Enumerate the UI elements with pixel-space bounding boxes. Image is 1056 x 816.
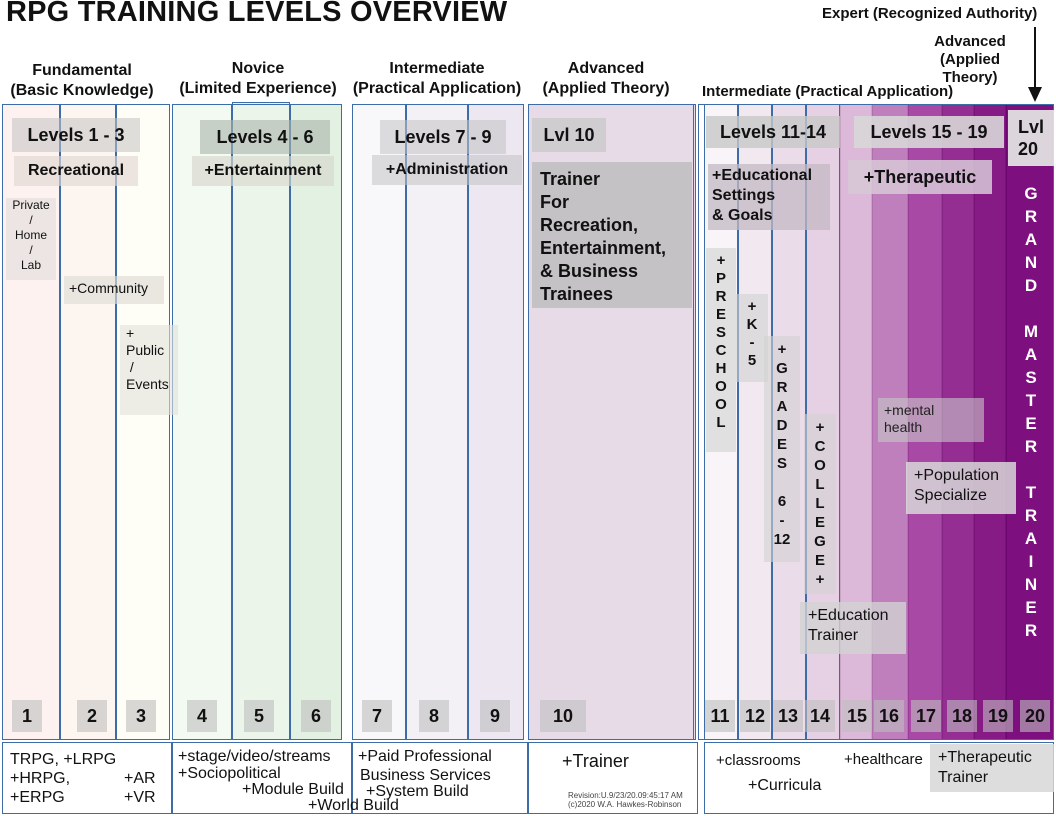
level-number-3: 3 — [126, 700, 156, 732]
copyright-text: (c)2020 W.A. Hawkes-Robinson — [568, 800, 682, 809]
col-level-3 — [116, 104, 170, 740]
level-number-9: 9 — [480, 700, 510, 732]
bottom-text-paid-professional: +Paid Professional — [358, 748, 492, 765]
col-level-8 — [406, 104, 468, 740]
level-number-13: 13 — [773, 700, 803, 732]
group-expert — [698, 104, 1054, 740]
page-title: RPG TRAINING LEVELS OVERVIEW — [6, 0, 508, 28]
bottom-text-business-services: Business Services — [360, 767, 491, 784]
bottom-text-classrooms: +classrooms — [716, 752, 801, 769]
note-mental-health: +mental health — [878, 398, 984, 442]
advanced-top-label: Advanced (Applied Theory) — [934, 33, 1006, 86]
bottom-text-erpg: +ERPG — [10, 789, 65, 806]
level-number-4: 4 — [187, 700, 217, 732]
level-number-16: 16 — [874, 700, 904, 732]
subtag-recreational: Recreational — [14, 156, 138, 186]
level-number-20: 20 — [1020, 700, 1050, 732]
group-advanced-10 — [528, 104, 694, 740]
subtag-educational: +Educational Settings & Goals — [708, 164, 830, 230]
note-grades-6-12: + G R A D E S 6 - 12 — [764, 336, 800, 562]
bottom-text-ar: +AR — [124, 770, 156, 787]
bottom-text-hrpg: +HRPG, — [10, 770, 71, 787]
level-number-5: 5 — [244, 700, 274, 732]
subtag-administration: +Administration — [372, 155, 522, 185]
level-number-2: 2 — [77, 700, 107, 732]
header-novice: Novice (Limited Experience) — [179, 60, 337, 97]
note-private-home-lab: Private / Home / Lab — [6, 198, 56, 280]
bottom-text-system-build: +System Build — [366, 783, 469, 800]
note-college: + C O L L E G E + — [804, 414, 836, 594]
note-education-trainer: +Education Trainer — [800, 602, 906, 654]
bottom-box-advanced — [528, 742, 698, 814]
bottom-text-trpg: TRPG, +LRPG — [10, 751, 117, 768]
level-number-14: 14 — [805, 700, 835, 732]
tag-levels-4-6: Levels 4 - 6 — [200, 120, 330, 154]
bottom-box-fundamental — [2, 742, 172, 814]
tag-levels-11-14: Levels 11-14 — [706, 116, 840, 148]
header-advanced: Advanced (Applied Theory) — [542, 60, 670, 97]
bottom-box-intermediate — [352, 742, 528, 814]
tag-lvl-20: Lvl 20 — [1008, 110, 1054, 166]
bottom-text-therapeutic-trainer: +Therapeutic Trainer — [930, 744, 1054, 792]
header-fundamental: Fundamental (Basic Knowledge) — [10, 62, 154, 99]
level-number-8: 8 — [419, 700, 449, 732]
tag-levels-1-3: Levels 1 - 3 — [12, 118, 140, 152]
header-intermediate: Intermediate (Practical Application) — [352, 60, 522, 97]
level-number-19: 19 — [983, 700, 1013, 732]
note-preschool: + P R E S C H O O L — [706, 248, 736, 452]
header-intermediate-2: Intermediate (Practical Application) — [702, 83, 954, 100]
group-novice — [172, 104, 342, 740]
bottom-box-novice — [172, 742, 352, 814]
note-k5: + K - 5 — [736, 294, 768, 382]
expert-label: Expert (Recognized Authority) — [822, 5, 1038, 22]
tag-lvl-10: Lvl 10 — [532, 118, 606, 152]
bottom-text-world-build: +World Build — [308, 797, 399, 814]
arrow-down-icon — [1028, 27, 1042, 102]
note-population-specialize: +Population Specialize — [906, 462, 1016, 514]
bottom-text-vr: +VR — [124, 789, 156, 806]
level-number-17: 17 — [911, 700, 941, 732]
col-level-7 — [352, 104, 406, 740]
revision-text: Revision:U.9/23/20.09:45:17 AM — [568, 791, 683, 800]
tag-levels-7-9: Levels 7 - 9 — [380, 120, 506, 154]
level-number-7: 7 — [362, 700, 392, 732]
col-level-4 — [172, 104, 232, 740]
level-number-18: 18 — [947, 700, 977, 732]
tag-levels-15-19: Levels 15 - 19 — [854, 116, 1004, 148]
bottom-text-trainer: +Trainer — [562, 751, 629, 771]
level-number-1: 1 — [12, 700, 42, 732]
bottom-text-sociopolitical: +Sociopolitical — [178, 765, 281, 782]
level-number-11: 11 — [705, 700, 735, 732]
level-number-10: 10 — [540, 700, 586, 732]
note-grand-master-trainer: G R A N D M A S T E R T R A I N E R — [1023, 184, 1039, 640]
level-number-6: 6 — [301, 700, 331, 732]
bottom-text-stage: +stage/video/streams — [178, 748, 331, 765]
note-trainer-10: Trainer For Recreation, Entertainment, &… — [532, 162, 692, 308]
note-public-events: + Public / Events — [120, 325, 178, 415]
subtag-entertainment: +Entertainment — [192, 156, 334, 186]
subtag-therapeutic: +Therapeutic — [848, 160, 992, 194]
bottom-text-healthcare: +healthcare — [844, 751, 923, 768]
bottom-text-curricula: +Curricula — [748, 777, 822, 794]
col-level-2 — [60, 104, 116, 740]
level-number-12: 12 — [740, 700, 770, 732]
bottom-text-module-build: +Module Build — [242, 781, 344, 798]
group-intermediate — [352, 104, 524, 740]
col-level-20 — [1006, 104, 1054, 740]
col-level-5 — [232, 102, 290, 740]
level-number-15: 15 — [842, 700, 872, 732]
note-community: +Community — [64, 276, 164, 304]
